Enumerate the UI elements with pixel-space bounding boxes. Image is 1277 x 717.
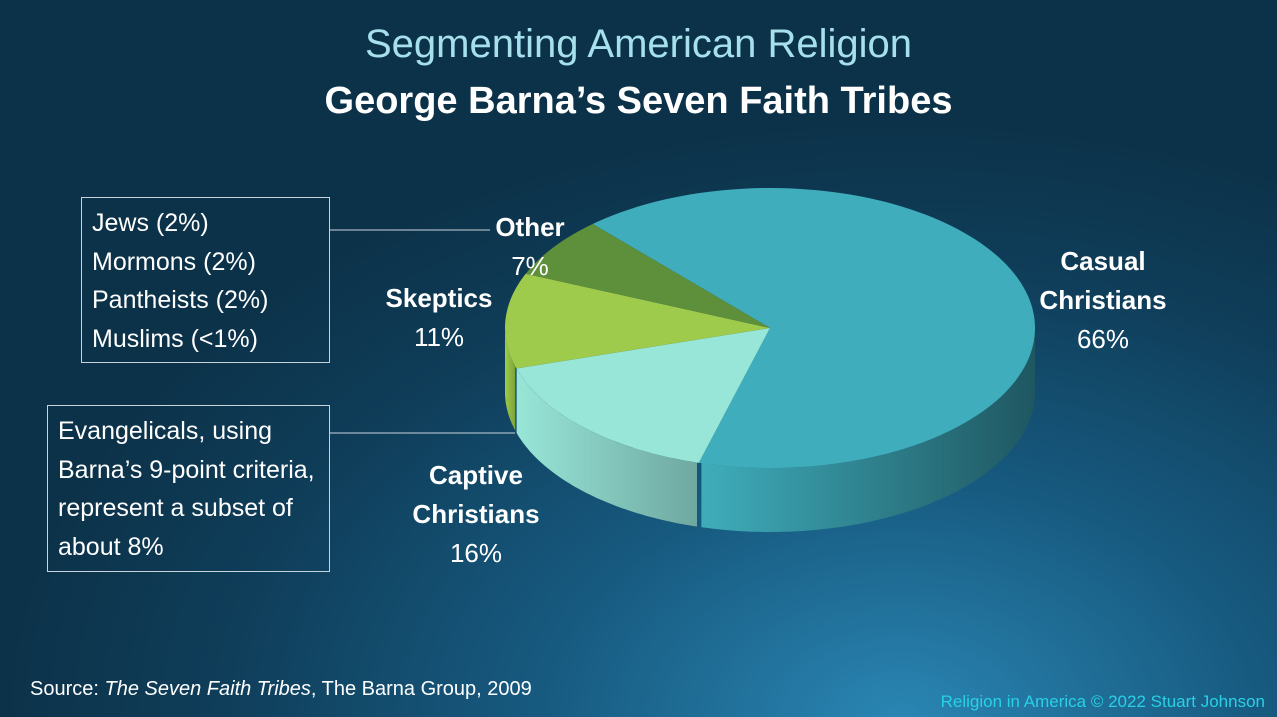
slice-label: Captive Christians 16% xyxy=(396,456,556,573)
footer: Religion in America © 2022 Stuart Johnso… xyxy=(940,692,1265,711)
annotation-line: Muslims (<1%) xyxy=(92,324,258,353)
value-label: 7% xyxy=(511,251,549,281)
value-label: 66% xyxy=(1076,324,1130,354)
slice-label: Other 7% xyxy=(470,208,590,286)
annotation-line: Pantheists (2%) xyxy=(92,286,269,314)
slice xyxy=(525,223,770,328)
annotation: Evangelicals, using Barna’s 9-point crit… xyxy=(58,417,315,561)
source: Source: The Seven Faith Tribes, The Barn… xyxy=(30,678,532,701)
annotation-line: Mormons (2%) xyxy=(92,247,256,276)
category-label: Casual Christians xyxy=(1039,246,1167,315)
annotation-box: Evangelicals, using Barna’s 9-point crit… xyxy=(47,405,330,572)
source-prefix: Source: xyxy=(30,678,99,700)
slice-side xyxy=(516,368,697,527)
category-label: Captive Christians xyxy=(412,460,540,529)
value-label: 16% xyxy=(449,538,503,568)
category-label: Other xyxy=(495,212,565,242)
slice-label: Casual Christians 66% xyxy=(1023,242,1183,359)
annotation-line: Jews (2%) xyxy=(92,209,209,237)
slice xyxy=(504,273,770,369)
slice-side xyxy=(505,328,516,431)
value-label: 11% xyxy=(413,322,465,352)
source-rest: , The Barna Group, 2009 xyxy=(310,678,532,700)
slice-side xyxy=(701,328,1035,532)
slice xyxy=(592,188,1035,469)
annotation-box: Jews (2%) Mormons (2%) Pantheists (2%) Musl… xyxy=(81,197,330,363)
chart-title: Segmenting American Religion xyxy=(365,22,912,66)
slice xyxy=(516,328,770,463)
chart-subtitle: George Barna’s Seven Faith Tribes xyxy=(324,80,953,122)
source-title: The Seven Faith Tribes xyxy=(104,678,311,700)
slice-label: Skeptics 11% xyxy=(359,279,519,357)
category-label: Skeptics xyxy=(385,283,493,313)
